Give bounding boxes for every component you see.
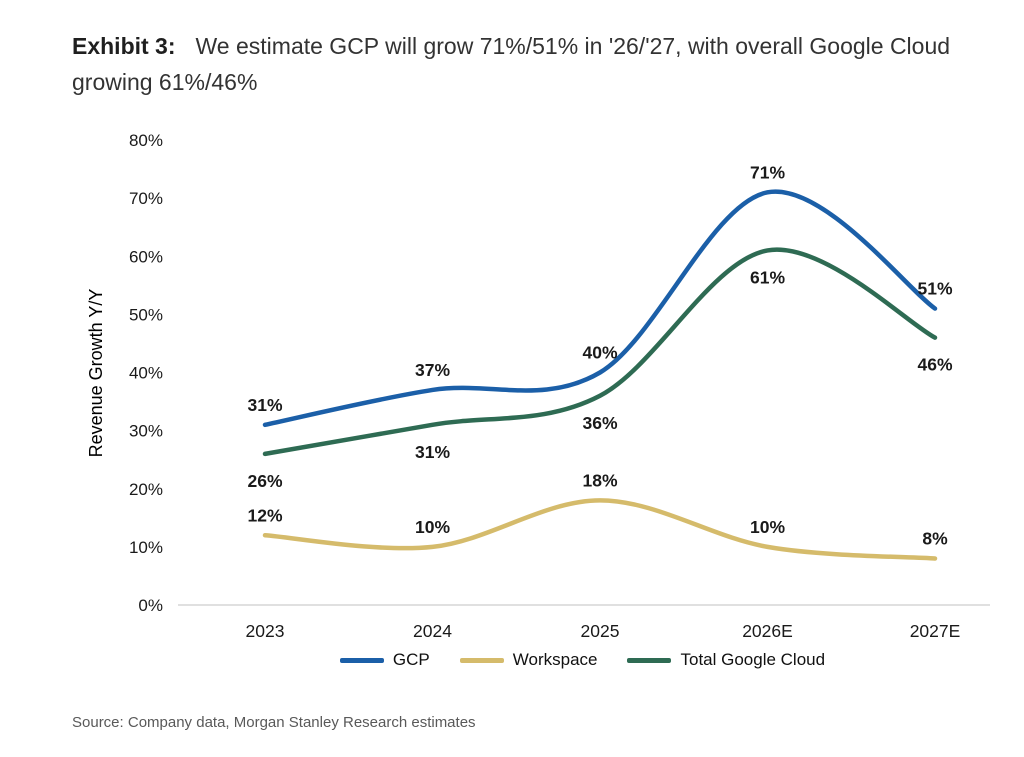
y-tick-label: 40% [129,364,163,383]
chart-legend: GCP Workspace Total Google Cloud [175,650,990,670]
data-label-gcp: 37% [415,360,450,380]
data-label-workspace: 18% [582,470,617,490]
legend-label-gcp: GCP [392,650,430,669]
y-tick-label: 10% [129,538,163,557]
data-label-total-google-cloud: 46% [917,355,952,375]
y-tick-label: 80% [129,131,163,150]
y-tick-label: 50% [129,305,163,324]
y-tick-label: 0% [138,596,163,615]
data-label-gcp: 40% [582,343,617,363]
legend-label-workspace: Workspace [512,650,598,669]
data-label-workspace: 10% [750,517,785,537]
x-tick-label: 2025 [581,621,620,641]
data-label-total-google-cloud: 26% [247,471,282,491]
data-label-gcp: 71% [750,162,785,182]
x-tick-label: 2024 [413,621,452,641]
legend-label-total-google-cloud: Total Google Cloud [680,650,826,669]
y-tick-label: 30% [129,422,163,441]
y-axis-title: Revenue Growth Y/Y [86,289,106,458]
data-label-workspace: 10% [415,517,450,537]
series-line-workspace [262,498,938,561]
legend-item-gcp: GCP [339,650,430,670]
data-label-workspace: 12% [247,505,282,525]
legend-swatch-workspace [459,657,504,663]
series-line-gcp [262,189,938,428]
x-tick-label: 2023 [246,621,285,641]
source-note: Source: Company data, Morgan Stanley Res… [72,714,476,731]
legend-item-total-google-cloud: Total Google Cloud [627,650,825,670]
data-label-gcp: 31% [247,395,282,415]
x-tick-label: 2026E [742,621,793,641]
y-tick-label: 60% [129,247,163,266]
data-label-total-google-cloud: 61% [750,267,785,287]
legend-swatch-gcp [339,657,384,663]
exhibit-title-text: We estimate GCP will grow 71%/51% in '26… [72,33,951,95]
data-label-workspace: 8% [922,529,948,549]
exhibit-title: Exhibit 3: We estimate GCP will grow 71%/… [72,28,977,100]
data-label-total-google-cloud: 31% [415,442,450,462]
x-tick-label: 2027E [910,621,961,641]
data-label-total-google-cloud: 36% [582,413,617,433]
legend-swatch-total-google-cloud [627,657,672,663]
legend-item-workspace: Workspace [459,650,598,670]
exhibit-label: Exhibit 3: [72,33,176,59]
data-label-gcp: 51% [917,279,952,299]
series-line-total-google-cloud [262,247,938,457]
y-tick-label: 70% [129,189,163,208]
y-tick-label: 20% [129,480,163,499]
